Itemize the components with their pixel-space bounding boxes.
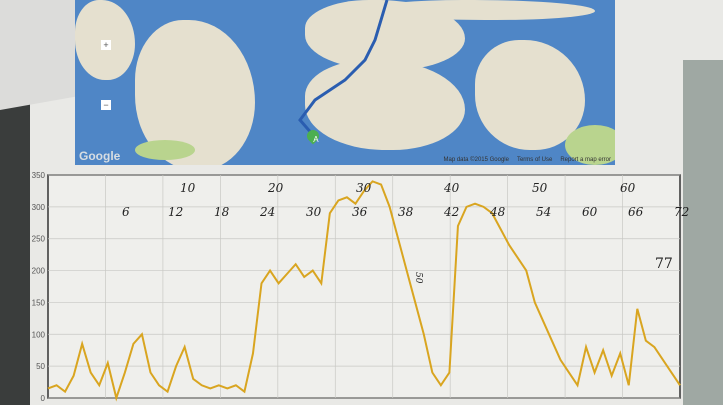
land-mass <box>375 0 595 20</box>
handwritten-note: 6 <box>122 205 130 219</box>
handwritten-note: 60 <box>620 181 636 195</box>
handwritten-note: 66 <box>628 205 644 219</box>
elevation-line <box>47 180 681 402</box>
land-mass <box>305 60 465 150</box>
handwritten-note: 38 <box>398 205 414 219</box>
y-tick-label: 100 <box>32 330 46 339</box>
land-mass <box>475 40 585 150</box>
handwritten-note: 42 <box>443 205 459 219</box>
zoom-out-button[interactable]: − <box>101 100 111 110</box>
handwritten-note: 54 <box>536 205 551 219</box>
y-tick-label: 0 <box>41 394 46 403</box>
handwritten-note: 48 <box>489 205 506 219</box>
map-attribution: Map data ©2015 Google Terms of Use Repor… <box>444 157 612 163</box>
handwritten-note: 20 <box>267 181 284 195</box>
handwritten-note: 10 <box>180 181 196 195</box>
handwritten-note: 30 <box>356 181 372 195</box>
handwritten-note: 36 <box>352 205 368 219</box>
park-area <box>135 140 195 160</box>
google-logo: Google <box>79 149 121 163</box>
y-tick-label: 350 <box>32 171 46 180</box>
y-tick-label: 200 <box>32 267 46 276</box>
handwritten-note: 40 <box>443 181 460 195</box>
zoom-in-button[interactable]: + <box>101 40 111 50</box>
handwritten-note: 60 <box>582 205 598 219</box>
handwritten-note: 72 <box>674 205 689 219</box>
y-tick-label: 150 <box>32 298 46 307</box>
route-path <box>298 0 389 136</box>
terms-link[interactable]: Terms of Use <box>516 157 553 163</box>
park-area <box>565 125 615 165</box>
map-data-text: Map data ©2015 Google <box>443 157 509 163</box>
y-tick-label: 50 <box>36 362 45 371</box>
handwritten-note: 50 <box>413 272 423 284</box>
handwritten-note: 18 <box>214 205 230 219</box>
desk-surface <box>683 60 723 405</box>
plot-frame <box>47 174 681 399</box>
handwritten-note: 24 <box>259 205 275 219</box>
handwritten-note: 12 <box>168 205 183 219</box>
y-tick-label: 300 <box>32 203 46 212</box>
map-view[interactable]: + − A Google Map data ©2015 Google Terms… <box>75 0 615 165</box>
handwritten-note: 50 <box>532 181 548 195</box>
report-link[interactable]: Report a map error <box>560 157 611 163</box>
handwritten-note: 77 <box>655 256 673 272</box>
handwritten-note: 30 <box>306 205 322 219</box>
y-tick-label: 250 <box>32 235 46 244</box>
